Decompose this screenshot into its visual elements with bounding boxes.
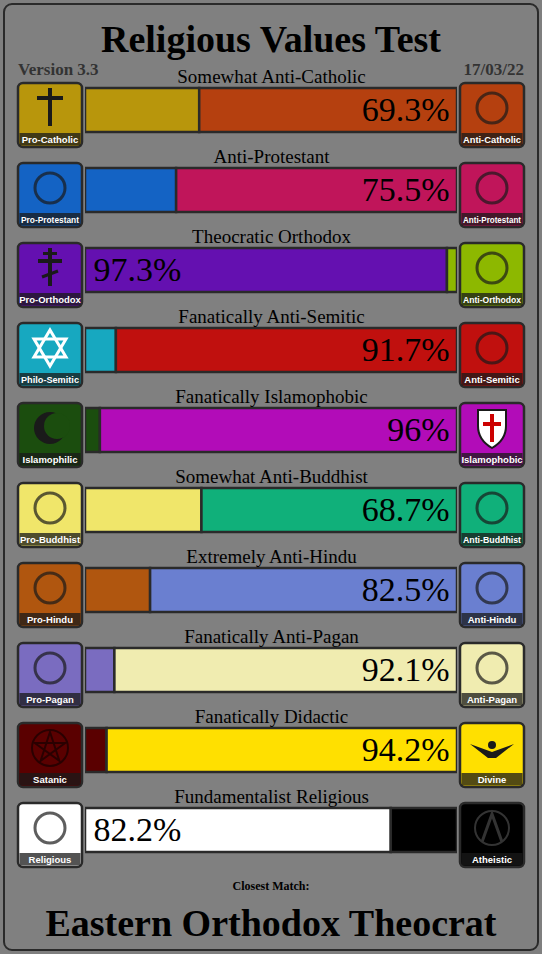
svg-text:Anti-Buddhist: Anti-Buddhist bbox=[463, 534, 522, 545]
svg-text:Islamophilic: Islamophilic bbox=[23, 454, 78, 465]
svg-text:Pro-Catholic: Pro-Catholic bbox=[22, 134, 78, 145]
svg-text:Atheistic: Atheistic bbox=[472, 854, 512, 865]
svg-text:82.2%: 82.2% bbox=[94, 811, 182, 848]
svg-text:Divine: Divine bbox=[478, 774, 507, 785]
svg-text:Fundamentalist Religious: Fundamentalist Religious bbox=[174, 786, 369, 807]
svg-text:69.3%: 69.3% bbox=[362, 91, 450, 128]
svg-text:96%: 96% bbox=[387, 411, 449, 448]
svg-text:Version 3.3: Version 3.3 bbox=[18, 60, 99, 79]
svg-text:94.2%: 94.2% bbox=[362, 731, 450, 768]
svg-text:Theocratic Orthodox: Theocratic Orthodox bbox=[192, 226, 351, 247]
svg-text:91.7%: 91.7% bbox=[362, 331, 450, 368]
svg-text:Pro-Protestant: Pro-Protestant bbox=[21, 214, 80, 225]
svg-text:17/03/22: 17/03/22 bbox=[464, 60, 524, 79]
svg-text:97.3%: 97.3% bbox=[94, 251, 182, 288]
svg-text:Anti-Hindu: Anti-Hindu bbox=[468, 614, 517, 625]
svg-text:Anti-Orthodox: Anti-Orthodox bbox=[463, 294, 522, 305]
svg-text:92.1%: 92.1% bbox=[362, 651, 450, 688]
svg-text:Pro-Pagan: Pro-Pagan bbox=[26, 694, 74, 705]
svg-text:Anti-Catholic: Anti-Catholic bbox=[463, 134, 521, 145]
svg-text:Anti-Protestant: Anti-Protestant bbox=[213, 146, 330, 167]
svg-text:Pro-Buddhist: Pro-Buddhist bbox=[20, 534, 81, 545]
svg-text:Anti-Protestant: Anti-Protestant bbox=[463, 214, 522, 225]
svg-text:Fanatically Didactic: Fanatically Didactic bbox=[195, 706, 349, 727]
svg-text:Somewhat Anti-Catholic: Somewhat Anti-Catholic bbox=[177, 66, 365, 87]
svg-text:Fanatically Islamophobic: Fanatically Islamophobic bbox=[175, 386, 368, 407]
svg-text:Pro-Hindu: Pro-Hindu bbox=[27, 614, 73, 625]
svg-text:Eastern Orthodox Theocrat: Eastern Orthodox Theocrat bbox=[45, 902, 496, 944]
svg-text:Anti-Semitic: Anti-Semitic bbox=[464, 374, 519, 385]
svg-text:Pro-Orthodox: Pro-Orthodox bbox=[19, 294, 81, 305]
svg-text:Fanatically Anti-Semitic: Fanatically Anti-Semitic bbox=[178, 306, 364, 327]
svg-text:Religious: Religious bbox=[29, 854, 72, 865]
svg-text:Somewhat Anti-Buddhist: Somewhat Anti-Buddhist bbox=[175, 466, 368, 487]
svg-text:Islamophobic: Islamophobic bbox=[461, 454, 522, 465]
svg-text:75.5%: 75.5% bbox=[362, 171, 450, 208]
svg-text:68.7%: 68.7% bbox=[362, 491, 450, 528]
svg-text:Religious Values Test: Religious Values Test bbox=[101, 18, 441, 60]
svg-text:Philo-Semitic: Philo-Semitic bbox=[21, 374, 79, 385]
svg-text:Anti-Pagan: Anti-Pagan bbox=[467, 694, 517, 705]
svg-text:Closest Match:: Closest Match: bbox=[233, 879, 310, 893]
svg-text:Satanic: Satanic bbox=[33, 774, 67, 785]
svg-text:Extremely Anti-Hindu: Extremely Anti-Hindu bbox=[186, 546, 357, 567]
svg-text:82.5%: 82.5% bbox=[362, 571, 450, 608]
svg-text:Fanatically Anti-Pagan: Fanatically Anti-Pagan bbox=[184, 626, 359, 647]
